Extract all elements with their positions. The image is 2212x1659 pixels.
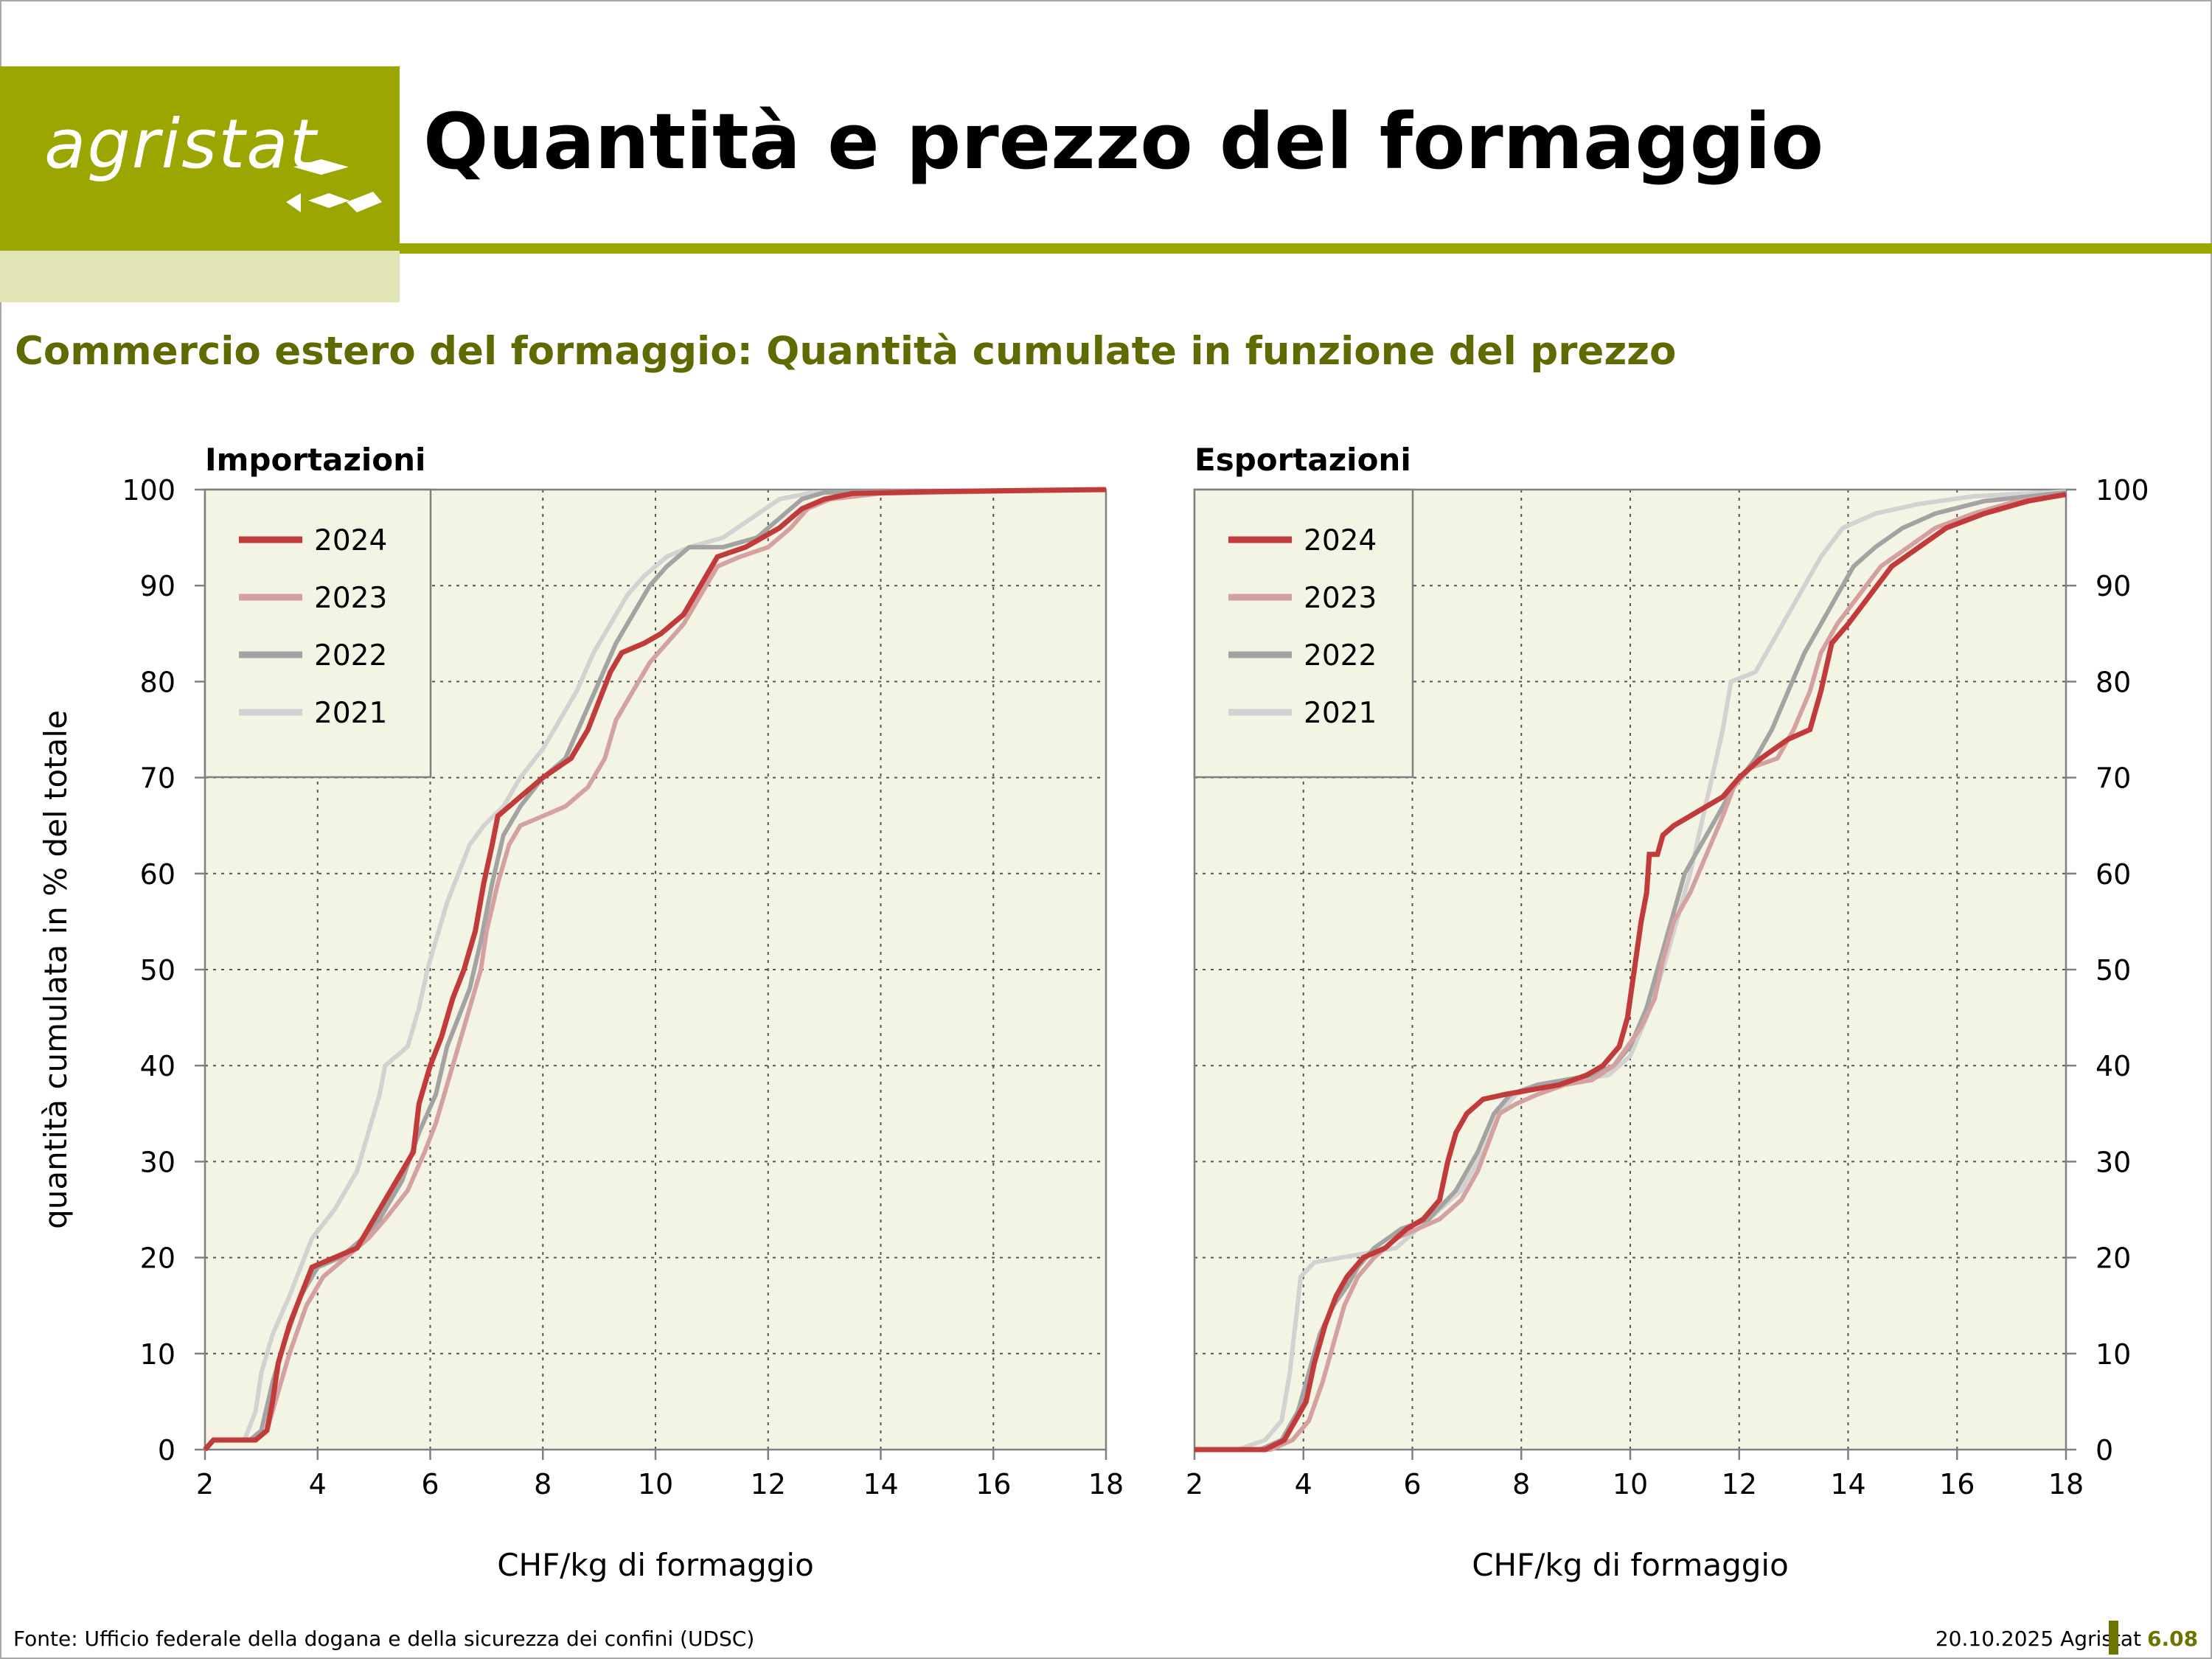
y-tick-label: 80 [2096,666,2131,698]
y-tick-label: 0 [2096,1434,2113,1467]
y-tick-label: 20 [2096,1242,2131,1275]
legend-label-2023: 2023 [1304,582,1377,615]
x-tick-label: 18 [2048,1468,2084,1500]
legend-label-2022: 2022 [1304,639,1377,672]
x-tick-label: 6 [421,1468,439,1500]
legend-label-2023: 2023 [314,582,387,615]
page-number: 6.08 [2147,1627,2199,1651]
legend: 2024 2023 2022 2021 [1193,488,1414,779]
logo-underbar [0,251,400,302]
series-line-2021 [203,487,1107,1451]
x-axis-title: CHF/kg di formaggio [1472,1547,1789,1583]
y-tick-label: 40 [2096,1050,2131,1082]
y-tick-label: 100 [2096,474,2149,507]
y-tick-label: 10 [140,1338,175,1371]
series-line-2023 [1194,492,2067,1452]
page-title: Quantità e prezzo del formaggio [423,97,1824,187]
footer-date: 20.10.2025 Agristat [1935,1627,2141,1651]
legend-label-2022: 2022 [314,639,387,672]
y-tick-label: 0 [158,1434,175,1467]
y-tick-label: 60 [140,858,175,891]
x-tick-label: 4 [309,1468,327,1500]
x-tick-label: 18 [1088,1468,1124,1500]
x-tick-label: 14 [1830,1468,1865,1500]
y-tick-label: 30 [140,1146,175,1178]
legend-label-2021: 2021 [314,697,387,730]
y-tick-label: 10 [2096,1338,2131,1371]
chart-subtitle: Commercio estero del formaggio: Quantità… [15,329,1677,374]
chart-panel-1: 2 4 6 8 10 12 14 16 18 0 10 20 30 40 50 60 70 80 90 100 2024… [38,442,1124,1583]
x-tick-label: 4 [1295,1468,1312,1500]
footer-divider [2109,1621,2118,1655]
y-tick-label: 50 [140,954,175,987]
legend-label-2021: 2021 [1304,697,1377,730]
panel-title: Importazioni [205,442,425,478]
series-line-2024 [203,487,1107,1452]
legend-label-2024: 2024 [314,524,387,557]
y-tick-label: 80 [140,666,175,698]
x-tick-label: 12 [751,1468,786,1500]
logo-banner [0,66,400,251]
x-tick-label: 8 [1512,1468,1530,1500]
x-tick-label: 14 [863,1468,898,1500]
x-tick-label: 10 [638,1468,673,1500]
y-tick-label: 60 [2096,858,2131,891]
x-axis-title: CHF/kg di formaggio [497,1547,814,1583]
x-tick-label: 12 [1722,1468,1757,1500]
x-tick-label: 16 [1939,1468,1975,1500]
y-tick-label: 50 [2096,954,2131,987]
x-tick-label: 8 [534,1468,552,1500]
series-line-2023 [203,487,1107,1451]
x-tick-label: 16 [975,1468,1011,1500]
x-tick-label: 2 [1186,1468,1203,1500]
panel-title: Esportazioni [1194,442,1411,478]
y-tick-label: 20 [140,1242,175,1275]
legend: 2024 2023 2022 2021 [204,488,432,779]
y-tick-label: 90 [140,570,175,602]
y-tick-label: 70 [2096,762,2131,795]
y-axis-title: quantità cumulata in % del totale [38,710,74,1229]
x-tick-label: 2 [196,1468,214,1500]
agristat-logo-text: agristat [44,105,318,184]
y-tick-label: 40 [140,1050,175,1082]
legend-label-2024: 2024 [1304,524,1377,557]
agristat-logo-icon [286,159,382,212]
chart-panel-2: 2 4 6 8 10 12 14 16 18 0 10 20 30 40 50 60 70 80 90 100 2024… [1186,442,2149,1583]
x-tick-label: 6 [1403,1468,1421,1500]
footer-source: Fonte: Ufficio federale della dogana e d… [13,1627,755,1651]
y-tick-label: 70 [140,762,175,795]
y-tick-label: 30 [2096,1146,2131,1178]
series-line-2024 [1194,492,2067,1453]
x-tick-label: 10 [1613,1468,1648,1500]
title-rule [400,243,2212,254]
y-tick-label: 90 [2096,570,2131,602]
y-tick-label: 100 [122,474,175,507]
